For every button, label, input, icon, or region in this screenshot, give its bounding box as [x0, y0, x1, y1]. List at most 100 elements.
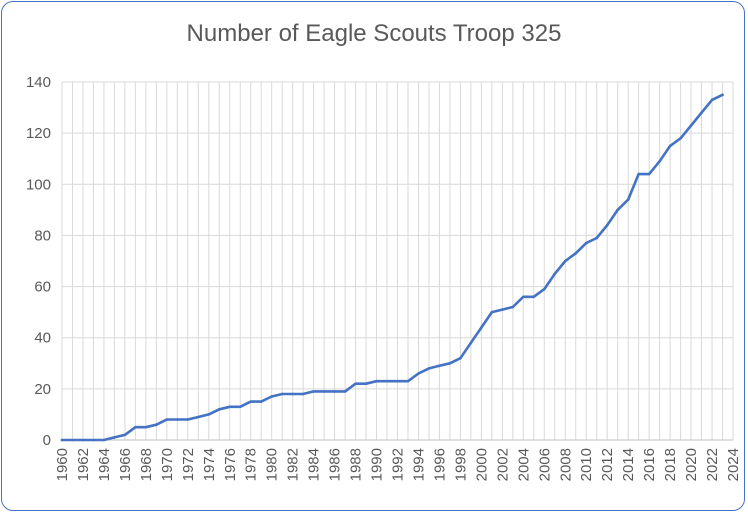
data-point: [102, 438, 106, 442]
x-tick-label: 1990: [369, 448, 386, 481]
data-point: [448, 361, 452, 365]
x-tick-label: 1960: [54, 448, 71, 481]
data-point: [584, 241, 588, 245]
data-point: [710, 98, 714, 102]
data-point: [542, 287, 546, 291]
data-point: [291, 392, 294, 396]
data-point: [333, 390, 336, 393]
data-point: [364, 382, 368, 386]
y-tick-label: 80: [34, 227, 51, 244]
x-tick-label: 1968: [138, 448, 155, 481]
data-point: [238, 405, 242, 409]
x-tick-label: 1986: [327, 448, 344, 481]
data-point: [459, 356, 462, 360]
data-point: [553, 272, 557, 276]
x-tick-label: 2002: [494, 448, 511, 481]
x-tick-label: 2024: [725, 448, 742, 481]
data-point: [469, 341, 473, 345]
data-point: [81, 438, 85, 442]
x-tick-label: 1978: [243, 448, 260, 481]
x-tick-label: 2004: [515, 448, 532, 481]
x-tick-label: 1984: [306, 448, 323, 481]
x-tick-label: 1994: [410, 448, 427, 481]
data-point: [605, 223, 609, 227]
data-point: [343, 390, 347, 393]
data-point: [228, 405, 232, 409]
data-point: [501, 308, 504, 311]
x-tick-label: 1972: [180, 448, 197, 481]
data-point: [668, 144, 672, 148]
y-tick-label: 0: [43, 432, 51, 449]
data-point: [60, 438, 64, 442]
x-tick-label: 2000: [473, 448, 490, 481]
y-tick-label: 100: [26, 176, 51, 193]
data-point: [312, 390, 315, 393]
data-point: [490, 310, 494, 314]
data-point: [563, 259, 567, 263]
x-tick-label: 2012: [599, 448, 616, 481]
x-tick-label: 2008: [557, 448, 574, 481]
data-point: [375, 379, 378, 383]
y-tick-label: 60: [34, 279, 51, 296]
data-point: [480, 326, 483, 329]
data-point: [385, 379, 389, 383]
data-point: [176, 418, 179, 421]
x-tick-label: 1998: [452, 448, 469, 481]
x-tick-label: 1982: [285, 448, 302, 481]
x-tick-label: 1964: [96, 448, 113, 481]
data-point: [123, 433, 127, 437]
data-point: [196, 415, 200, 419]
data-point: [396, 379, 399, 383]
x-tick-label: 2014: [620, 448, 637, 481]
y-tick-label: 120: [26, 125, 51, 142]
data-point: [270, 395, 273, 398]
data-point: [511, 305, 515, 309]
x-tick-label: 1974: [201, 448, 218, 481]
x-tick-label: 1966: [117, 448, 134, 481]
x-tick-label: 2006: [536, 448, 553, 481]
data-point: [438, 364, 441, 368]
data-point: [616, 208, 619, 212]
y-tick-label: 40: [34, 330, 51, 347]
data-point: [217, 408, 221, 411]
x-tick-label: 1962: [75, 448, 92, 481]
y-tick-label: 140: [26, 74, 51, 91]
data-point: [259, 400, 263, 403]
data-point: [301, 392, 305, 396]
data-point: [522, 295, 525, 299]
data-point: [417, 372, 420, 375]
x-tick-label: 2020: [683, 448, 700, 481]
y-tick-label: 20: [34, 381, 51, 398]
data-point: [406, 379, 410, 383]
data-point: [71, 438, 74, 442]
x-tick-label: 1970: [159, 448, 176, 481]
data-point: [532, 295, 536, 299]
data-point: [165, 418, 169, 421]
data-point: [280, 392, 284, 396]
x-tick-label: 1980: [264, 448, 281, 481]
data-point: [721, 93, 724, 97]
data-point: [679, 136, 682, 140]
data-point: [113, 436, 116, 439]
data-point: [700, 111, 703, 114]
data-point: [144, 425, 148, 429]
data-point: [574, 252, 578, 255]
x-tick-label: 2018: [662, 448, 679, 481]
x-tick-label: 1996: [431, 448, 448, 481]
data-point: [134, 425, 137, 429]
x-tick-label: 2010: [578, 448, 595, 481]
data-point: [207, 413, 211, 416]
data-point: [354, 382, 357, 386]
data-point: [626, 198, 630, 201]
data-point: [689, 124, 693, 127]
data-point: [658, 159, 661, 163]
x-tick-label: 2016: [641, 448, 658, 481]
x-tick-label: 1988: [348, 448, 365, 481]
data-point: [637, 172, 640, 176]
data-point: [647, 172, 651, 176]
x-tick-label: 2022: [704, 448, 721, 481]
data-point: [249, 400, 253, 403]
x-tick-label: 1976: [222, 448, 239, 481]
chart-title: Number of Eagle Scouts Troop 325: [186, 20, 562, 47]
